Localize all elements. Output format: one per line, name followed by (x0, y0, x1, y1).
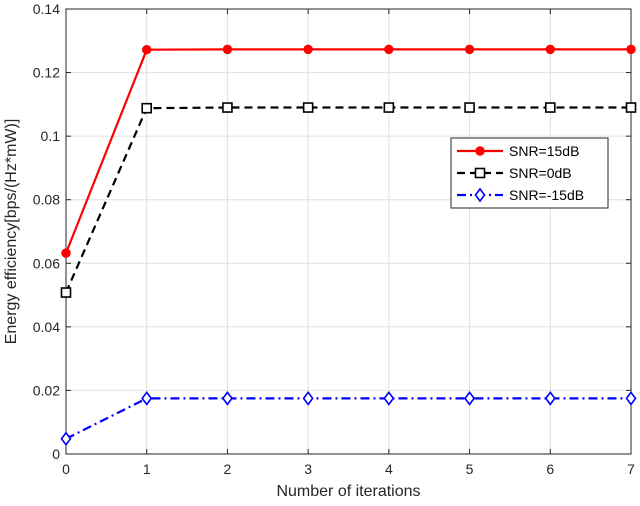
point-marker (474, 187, 486, 203)
y-tick-label: 0.12 (33, 65, 60, 81)
legend-label: SNR=-15dB (509, 187, 584, 203)
point-marker (474, 167, 486, 179)
y-tick-label: 0.06 (33, 255, 60, 271)
y-tick-label: 0 (52, 446, 60, 462)
point-marker (383, 102, 395, 113)
series-0 (61, 44, 636, 258)
point-marker (142, 44, 152, 55)
legend-item: SNR=0dB (457, 165, 572, 181)
y-tick-label: 0.1 (41, 128, 61, 144)
point-marker (222, 102, 233, 113)
point-marker (61, 248, 71, 258)
series-line (64, 48, 631, 254)
point-marker (383, 391, 395, 406)
series-1 (60, 102, 637, 298)
legend-item: SNR=15dB (457, 143, 579, 159)
point-marker (475, 146, 485, 156)
point-marker (625, 102, 637, 113)
series-line (64, 106, 631, 293)
point-marker (464, 44, 475, 55)
x-tick-label: 1 (143, 461, 151, 477)
point-marker (302, 391, 314, 406)
legend: SNR=15dB SNR=0dB SNR=-15dB (450, 137, 609, 209)
x-tick-label: 6 (546, 461, 554, 477)
point-marker (221, 391, 233, 406)
y-tick-label: 0.04 (33, 319, 60, 335)
legend-item: SNR=-15dB (457, 187, 584, 203)
x-tick-label: 2 (224, 461, 232, 477)
point-marker (544, 391, 556, 406)
point-marker (60, 431, 72, 447)
x-tick-label: 5 (466, 461, 474, 477)
series-line (65, 397, 631, 440)
point-marker (384, 44, 394, 55)
y-tick-label: 0.08 (33, 192, 60, 208)
x-tick-label: 4 (385, 461, 393, 477)
point-marker (544, 102, 556, 113)
legend-label: SNR=0dB (509, 165, 572, 181)
point-marker (222, 44, 233, 55)
y-tick-label: 0.02 (33, 382, 60, 398)
y-axis-label: Energy efficiency[bps/(Hz*mW)] (3, 119, 20, 345)
grid (65, 8, 632, 455)
point-marker (464, 391, 476, 406)
x-tick-label: 7 (627, 461, 635, 477)
point-marker (60, 287, 72, 298)
series-2 (60, 391, 637, 447)
point-marker (625, 391, 637, 406)
point-marker (626, 44, 636, 55)
point-marker (303, 44, 313, 55)
legend-label: SNR=15dB (509, 143, 579, 159)
point-marker (141, 391, 153, 406)
axis-ticks: 0 1 2 3 4 5 6 7 0 0.02 0.04 0.06 0.08 0.1 0.12 0.14 (33, 1, 635, 477)
x-axis-label: Number of iterations (276, 483, 420, 500)
x-tick-label: 3 (304, 461, 312, 477)
series-layer (60, 44, 637, 447)
y-tick-label: 0.14 (33, 1, 60, 17)
point-marker (141, 102, 153, 114)
point-marker (545, 44, 555, 55)
x-tick-label: 0 (62, 461, 70, 477)
point-marker (464, 102, 475, 113)
plot-area (65, 8, 632, 455)
point-marker (302, 102, 314, 113)
